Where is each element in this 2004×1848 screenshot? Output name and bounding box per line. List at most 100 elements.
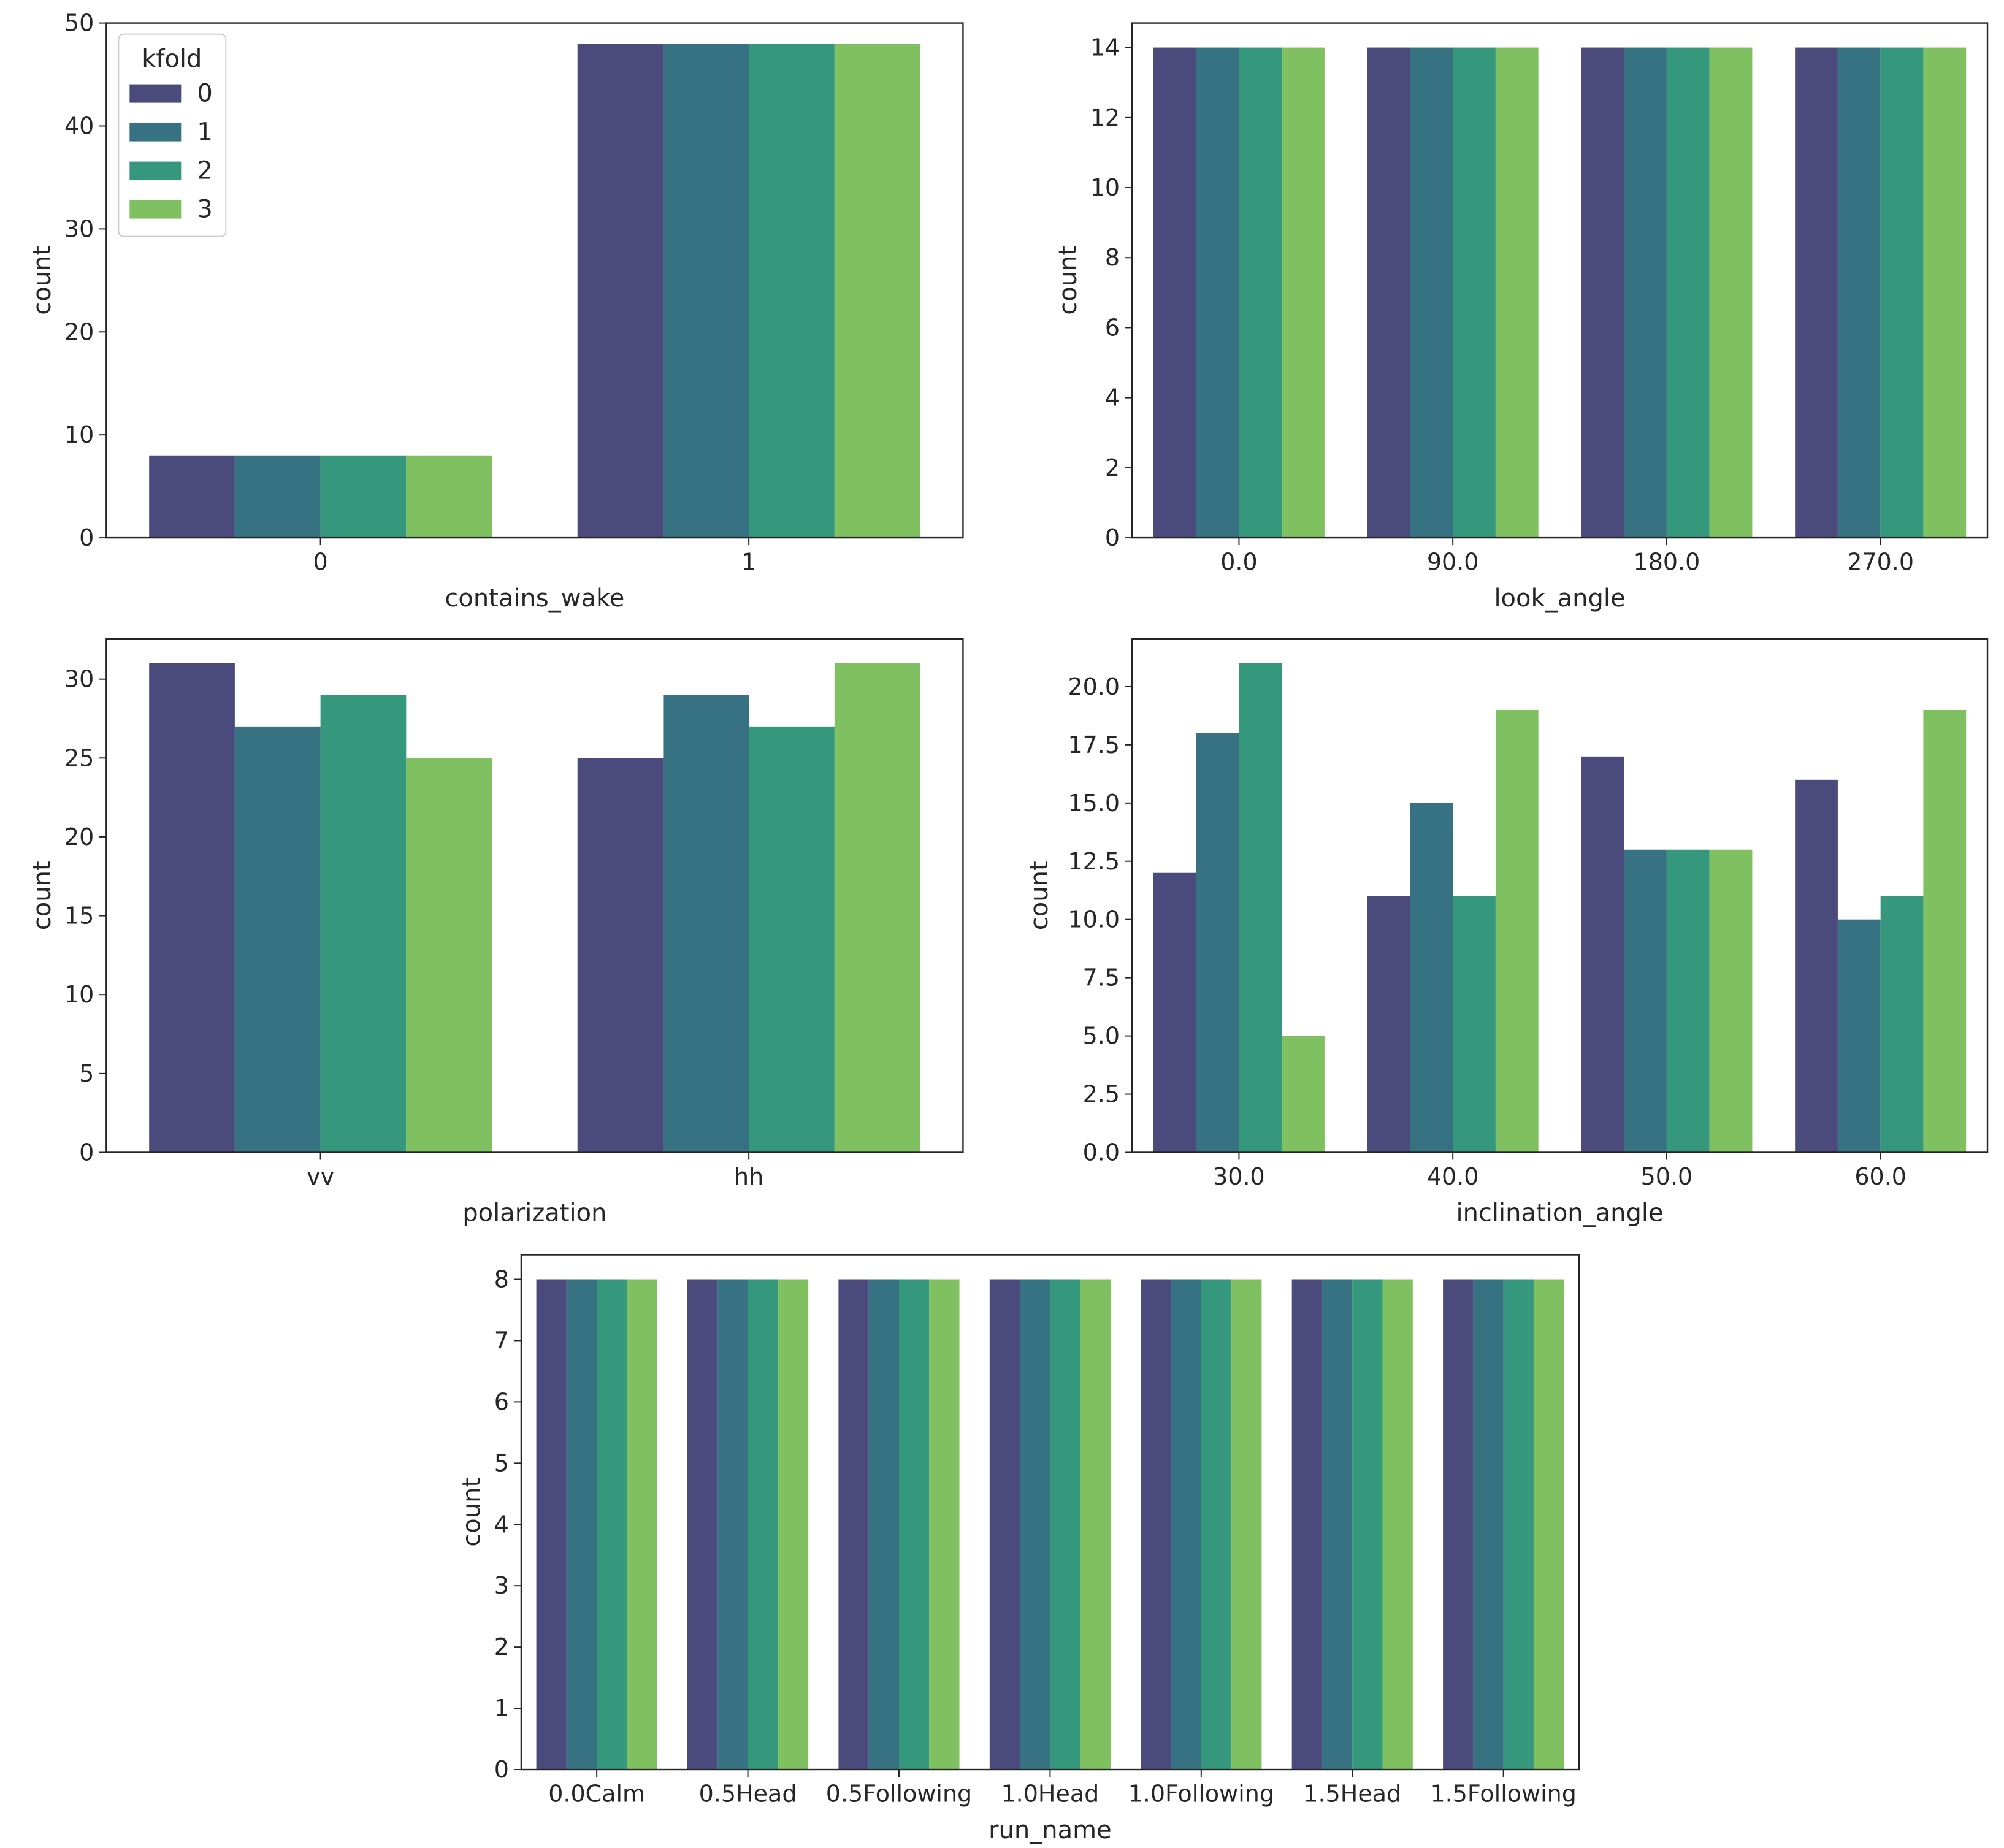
ytick-label-1-4: 40 [64, 112, 94, 139]
axes-frame-3 [105, 638, 964, 1153]
xtick-label-4-0: 30.0 [1213, 1163, 1265, 1190]
yticks-5: 0 1 2 3 4 5 6 7 8 [494, 1266, 521, 1783]
ytick-label-2-4: 8 [1105, 244, 1120, 271]
bar-4-series-0-cat-3 [1795, 779, 1838, 1153]
ytick-label-2-2: 4 [1105, 384, 1120, 411]
bar-5-series-0-cat-3 [989, 1279, 1020, 1770]
ytick-label-3-2: 10 [64, 981, 94, 1008]
bar-4-series-0-cat-2 [1581, 756, 1624, 1153]
legend-title: kfold [142, 45, 202, 74]
xtick-label-3-1: hh [734, 1163, 763, 1190]
ytick-label-2-3: 6 [1105, 314, 1120, 341]
bar-2-series-1-cat-0 [1196, 47, 1239, 538]
bars-3 [149, 663, 920, 1153]
ytick-label-2-6: 12 [1090, 104, 1120, 131]
axes-frame-1 [105, 22, 964, 539]
x-axis-label-5: run_name [989, 1816, 1112, 1844]
bar-3-series-2-cat-1 [749, 726, 835, 1153]
bar-4-series-1-cat-3 [1837, 919, 1881, 1153]
bar-5-series-3-cat-2 [929, 1279, 960, 1770]
bar-1-series-2-cat-1 [749, 44, 835, 538]
ytick-label-3-5: 25 [64, 744, 94, 771]
x-axis-label-2: look_angle [1494, 584, 1625, 613]
xticks-3: vv hh [307, 1152, 763, 1190]
ytick-label-5-3: 3 [494, 1572, 509, 1599]
bar-1-series-1-cat-0 [234, 455, 321, 538]
bar-5-series-3-cat-1 [778, 1279, 809, 1770]
subplot-polarization: 0 5 10 15 20 25 30 vv hh polarization count [28, 638, 964, 1227]
bar-2-series-0-cat-1 [1367, 47, 1410, 538]
yticks-2: 0 2 4 6 8 10 12 14 [1090, 34, 1133, 551]
bar-5-series-1-cat-2 [868, 1279, 899, 1770]
axes-frame-5 [520, 1254, 1580, 1771]
bars-4 [1153, 663, 1967, 1153]
xtick-label-2-0: 0.0 [1220, 548, 1257, 575]
bar-5-series-2-cat-6 [1503, 1279, 1534, 1770]
bar-5-series-0-cat-4 [1141, 1279, 1171, 1770]
bar-1-series-0-cat-1 [577, 44, 664, 538]
bar-5-series-2-cat-4 [1201, 1279, 1232, 1770]
bar-4-series-3-cat-2 [1709, 849, 1753, 1153]
bar-5-series-1-cat-6 [1473, 1279, 1504, 1770]
ytick-label-4-3: 7.5 [1083, 964, 1120, 991]
y-axis-label-5: count [457, 1478, 486, 1547]
xticks-5: 0.0Calm 0.5Head 0.5Following 1.0Head 1.0Foll… [548, 1770, 1577, 1807]
bar-2-series-2-cat-1 [1453, 47, 1496, 538]
ytick-label-4-5: 12.5 [1068, 848, 1120, 875]
bar-1-series-1-cat-1 [663, 44, 749, 538]
bar-2-series-0-cat-0 [1153, 47, 1196, 538]
bars-5 [536, 1279, 1564, 1770]
bar-5-series-2-cat-5 [1352, 1279, 1383, 1770]
bar-4-series-3-cat-0 [1282, 1036, 1325, 1153]
bar-3-series-1-cat-1 [663, 695, 749, 1153]
xtick-label-5-6: 1.5Following [1430, 1780, 1576, 1807]
bar-5-series-3-cat-4 [1231, 1279, 1262, 1770]
xtick-label-5-3: 1.0Head [1001, 1780, 1100, 1807]
legend-label-1: 1 [197, 118, 212, 147]
bars-1 [149, 44, 920, 538]
legend-swatch-0 [129, 84, 182, 103]
bar-5-series-3-cat-3 [1080, 1279, 1111, 1770]
bar-2-series-2-cat-0 [1239, 47, 1282, 538]
y-axis-label-3: count [28, 861, 56, 930]
xtick-label-1-1: 1 [741, 548, 756, 575]
x-axis-label-1: contains_wake [445, 584, 624, 613]
bar-2-series-3-cat-2 [1709, 47, 1753, 538]
bars-2 [1153, 47, 1967, 538]
bar-4-series-0-cat-1 [1367, 896, 1410, 1153]
ytick-label-5-4: 4 [494, 1511, 509, 1538]
legend: kfold 0 1 2 3 [118, 33, 227, 237]
xtick-label-2-2: 180.0 [1634, 548, 1700, 575]
bar-1-series-3-cat-0 [406, 455, 492, 538]
ytick-label-5-8: 8 [494, 1266, 509, 1293]
bar-5-series-1-cat-4 [1171, 1279, 1201, 1770]
bar-2-series-2-cat-2 [1666, 47, 1710, 538]
yticks-3: 0 5 10 15 20 25 30 [64, 666, 107, 1166]
bar-4-series-2-cat-3 [1880, 896, 1924, 1153]
bar-5-series-3-cat-5 [1382, 1279, 1413, 1770]
y-axis-label-2: count [1054, 246, 1082, 315]
xticks-4: 30.0 40.0 50.0 60.0 [1213, 1152, 1906, 1190]
bar-1-series-2-cat-0 [320, 455, 407, 538]
bar-5-series-1-cat-5 [1321, 1279, 1353, 1770]
xtick-label-5-4: 1.0Following [1128, 1780, 1274, 1807]
bar-2-series-1-cat-1 [1410, 47, 1453, 538]
bar-4-series-2-cat-2 [1666, 849, 1710, 1153]
ytick-label-2-1: 2 [1105, 454, 1120, 481]
xtick-label-4-3: 60.0 [1854, 1163, 1906, 1190]
ytick-label-1-0: 0 [79, 524, 94, 551]
xtick-label-5-0: 0.0Calm [548, 1780, 645, 1807]
xticks-2: 0.0 90.0 180.0 270.0 [1220, 538, 1914, 575]
bar-4-series-2-cat-1 [1453, 896, 1496, 1153]
bar-4-series-1-cat-2 [1624, 849, 1667, 1153]
xtick-label-3-0: vv [307, 1163, 334, 1190]
bar-4-series-1-cat-0 [1196, 733, 1239, 1153]
bar-4-series-2-cat-0 [1239, 663, 1282, 1153]
ytick-label-4-7: 17.5 [1068, 731, 1120, 758]
legend-swatch-3 [129, 200, 182, 219]
bar-2-series-1-cat-2 [1624, 47, 1667, 538]
bar-3-series-3-cat-0 [406, 758, 492, 1153]
ytick-label-2-5: 10 [1090, 174, 1120, 201]
bar-5-series-2-cat-1 [748, 1279, 778, 1770]
